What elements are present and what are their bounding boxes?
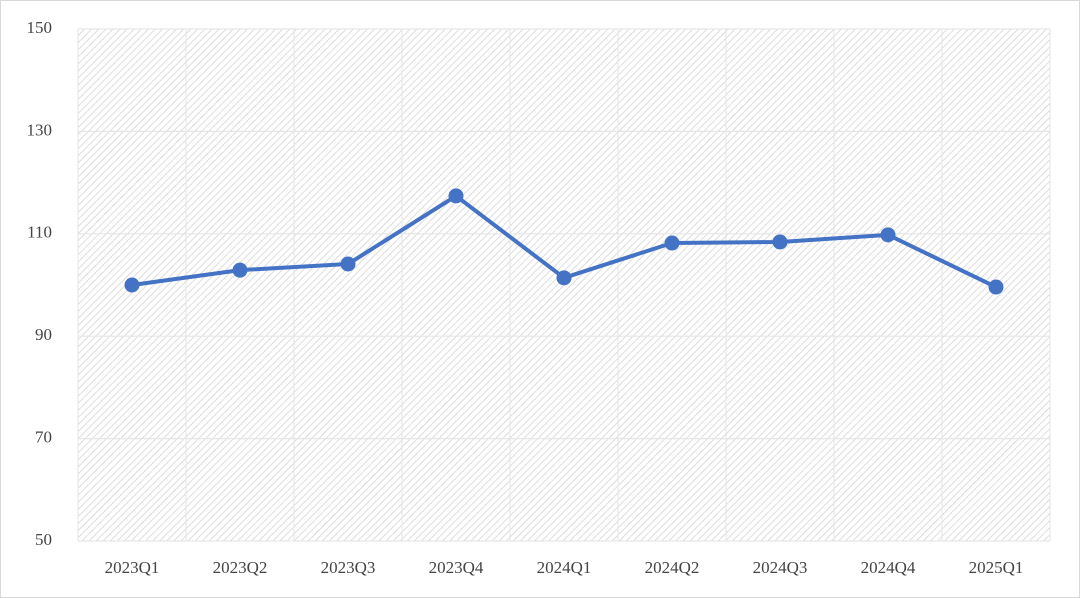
x-tick-label: 2023Q1: [105, 558, 160, 577]
x-tick-label: 2024Q4: [861, 558, 916, 577]
x-tick-label: 2024Q3: [753, 558, 808, 577]
x-tick-label: 2023Q3: [321, 558, 376, 577]
line-point: [448, 188, 464, 204]
line-point: [556, 270, 572, 286]
y-tick-label: 90: [35, 325, 52, 344]
x-tick-label: 2023Q4: [429, 558, 484, 577]
y-tick-label: 70: [35, 428, 52, 447]
line-point: [772, 234, 788, 250]
line-point: [988, 279, 1004, 295]
y-tick-label: 150: [27, 18, 53, 37]
y-tick-label: 50: [35, 530, 52, 549]
x-tick-label: 2025Q1: [969, 558, 1024, 577]
line-point: [124, 277, 140, 293]
y-tick-label: 130: [27, 120, 53, 139]
x-tick-label: 2024Q2: [645, 558, 700, 577]
y-tick-label: 110: [27, 223, 52, 242]
line-point: [340, 256, 356, 272]
line-point: [664, 235, 680, 251]
x-tick-label: 2023Q2: [213, 558, 268, 577]
line-point: [880, 227, 896, 243]
line-point: [232, 262, 248, 278]
x-tick-label: 2024Q1: [537, 558, 592, 577]
